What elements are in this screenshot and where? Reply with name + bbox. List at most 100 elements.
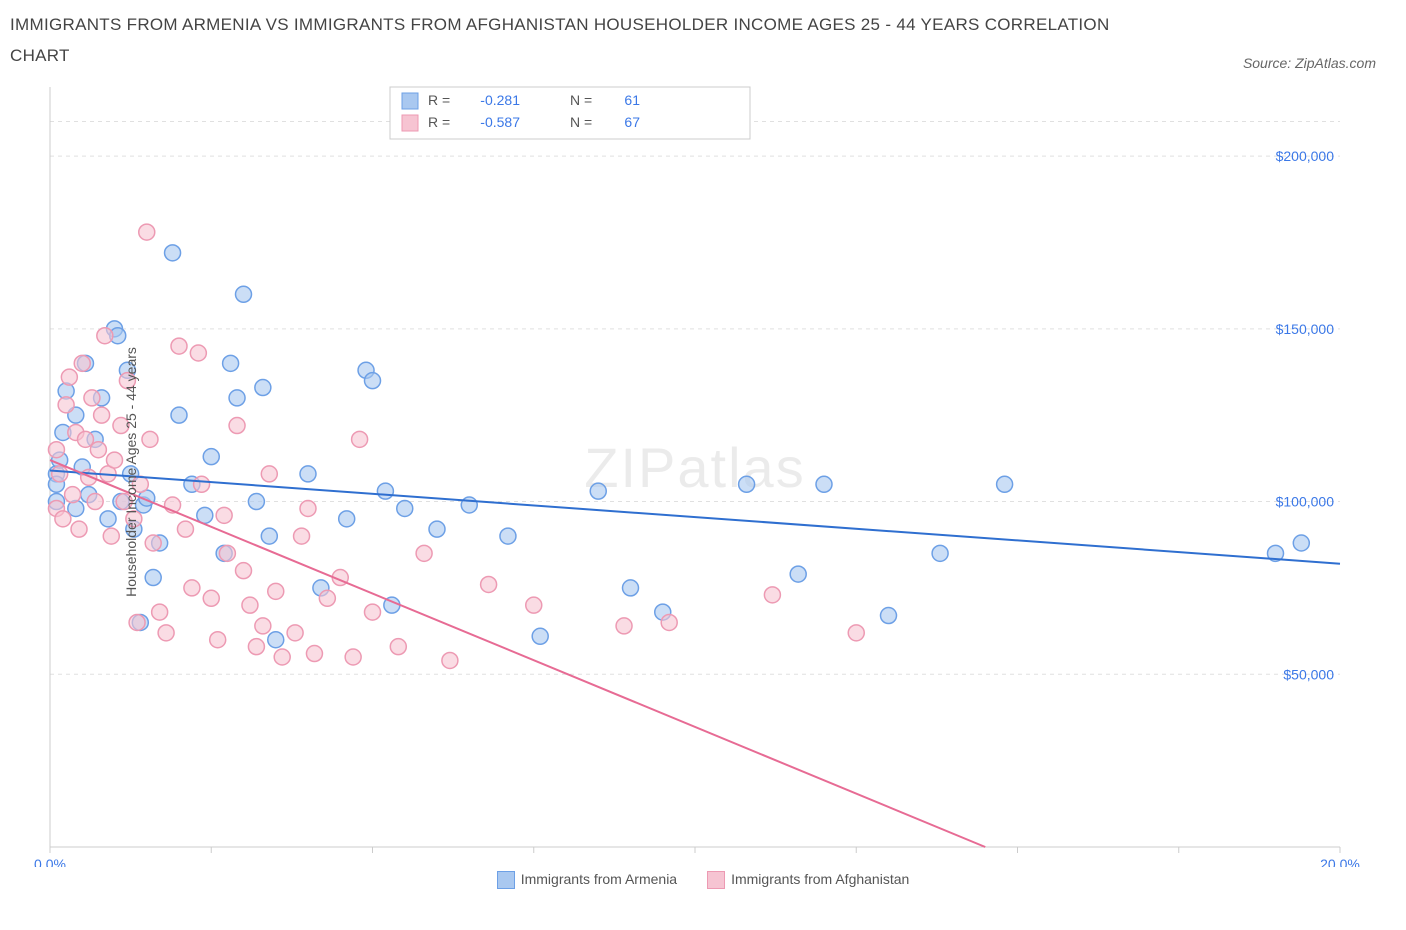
data-point: [219, 546, 235, 562]
data-point: [590, 483, 606, 499]
data-point: [229, 390, 245, 406]
data-point: [1293, 535, 1309, 551]
data-point: [48, 442, 64, 458]
legend-n-value: 67: [624, 114, 640, 130]
data-point: [365, 373, 381, 389]
data-point: [52, 466, 68, 482]
data-point: [242, 597, 258, 613]
data-point: [429, 521, 445, 537]
data-point: [616, 618, 632, 634]
data-point: [210, 632, 226, 648]
y-tick-label: $200,000: [1276, 148, 1335, 164]
data-point: [397, 501, 413, 517]
data-point: [203, 590, 219, 606]
data-point: [274, 649, 290, 665]
data-point: [339, 511, 355, 527]
data-point: [416, 546, 432, 562]
x-tick-label: 20.0%: [1320, 856, 1360, 867]
data-point: [816, 476, 832, 492]
data-point: [152, 604, 168, 620]
data-point: [390, 639, 406, 655]
data-point: [100, 511, 116, 527]
data-point: [129, 615, 145, 631]
data-point: [58, 397, 74, 413]
data-point: [107, 452, 123, 468]
data-point: [377, 483, 393, 499]
data-point: [526, 597, 542, 613]
y-axis-label: Householder Income Ages 25 - 44 years: [123, 347, 139, 597]
legend-swatch: [707, 871, 725, 889]
watermark: ZIPatlas: [584, 436, 805, 499]
legend-n-value: 61: [624, 92, 640, 108]
data-point: [103, 528, 119, 544]
y-tick-label: $100,000: [1276, 494, 1335, 510]
data-point: [171, 338, 187, 354]
data-point: [790, 566, 806, 582]
legend-swatch: [402, 93, 418, 109]
data-point: [74, 356, 90, 372]
data-point: [65, 487, 81, 503]
data-point: [171, 407, 187, 423]
data-point: [61, 369, 77, 385]
data-point: [87, 494, 103, 510]
legend-r-label: R =: [428, 114, 450, 130]
legend-item: Immigrants from Afghanistan: [707, 871, 909, 889]
data-point: [997, 476, 1013, 492]
data-point: [287, 625, 303, 641]
legend-n-label: N =: [570, 92, 592, 108]
data-point: [190, 345, 206, 361]
data-point: [229, 418, 245, 434]
legend-r-value: -0.281: [480, 92, 520, 108]
legend-swatch: [497, 871, 515, 889]
x-tick-label: 0.0%: [34, 856, 66, 867]
data-point: [500, 528, 516, 544]
data-point: [300, 466, 316, 482]
legend-label: Immigrants from Armenia: [521, 871, 677, 887]
data-point: [268, 584, 284, 600]
data-point: [294, 528, 310, 544]
data-point: [203, 449, 219, 465]
data-point: [248, 639, 264, 655]
data-point: [55, 511, 71, 527]
data-point: [194, 476, 210, 492]
header: IMMIGRANTS FROM ARMENIA VS IMMIGRANTS FR…: [10, 10, 1396, 71]
data-point: [223, 356, 239, 372]
data-point: [255, 618, 271, 634]
data-point: [84, 390, 100, 406]
data-point: [365, 604, 381, 620]
data-point: [142, 432, 158, 448]
data-point: [261, 528, 277, 544]
data-point: [532, 628, 548, 644]
data-point: [165, 245, 181, 261]
data-point: [661, 615, 677, 631]
data-point: [881, 608, 897, 624]
data-point: [255, 380, 271, 396]
data-point: [306, 646, 322, 662]
data-point: [236, 286, 252, 302]
series-legend: Immigrants from Armenia Immigrants from A…: [10, 871, 1396, 889]
data-point: [216, 508, 232, 524]
data-point: [236, 563, 252, 579]
data-point: [261, 466, 277, 482]
data-point: [764, 587, 780, 603]
trend-line: [50, 460, 985, 847]
y-tick-label: $150,000: [1276, 321, 1335, 337]
data-point: [248, 494, 264, 510]
legend-item: Immigrants from Armenia: [497, 871, 677, 889]
data-point: [932, 546, 948, 562]
data-point: [97, 328, 113, 344]
data-point: [848, 625, 864, 641]
legend-label: Immigrants from Afghanistan: [731, 871, 909, 887]
chart-title: IMMIGRANTS FROM ARMENIA VS IMMIGRANTS FR…: [10, 10, 1110, 71]
data-point: [177, 521, 193, 537]
data-point: [71, 521, 87, 537]
data-point: [442, 653, 458, 669]
data-point: [184, 580, 200, 596]
data-point: [352, 432, 368, 448]
legend-r-value: -0.587: [480, 114, 520, 130]
data-point: [481, 577, 497, 593]
data-point: [345, 649, 361, 665]
data-point: [623, 580, 639, 596]
data-point: [139, 224, 155, 240]
source-attribution: Source: ZipAtlas.com: [1243, 55, 1396, 71]
